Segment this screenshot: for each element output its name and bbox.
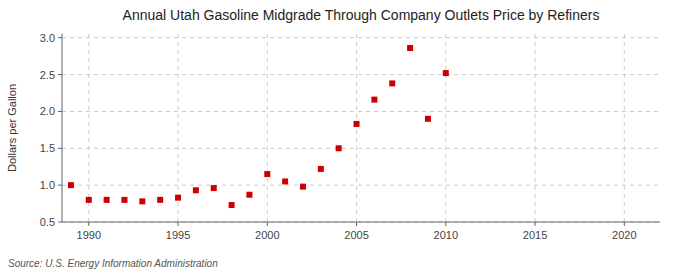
point — [193, 187, 199, 193]
x-tick — [88, 222, 89, 226]
x-tick-label: 2010 — [434, 229, 458, 241]
point — [318, 166, 324, 172]
x-tick-label: 2000 — [255, 229, 279, 241]
point — [121, 197, 127, 203]
chart-container: Annual Utah Gasoline Midgrade Through Co… — [0, 0, 675, 275]
x-grid-line — [624, 34, 625, 222]
point — [425, 116, 431, 122]
y-axis-label: Dollars per Gallon — [6, 84, 18, 172]
y-grid-line — [62, 111, 660, 112]
point — [443, 70, 449, 76]
y-tick — [58, 111, 62, 112]
point — [407, 45, 413, 51]
x-grid-line — [535, 34, 536, 222]
x-grid-line — [267, 34, 268, 222]
y-grid-line — [62, 74, 660, 75]
x-tick-label: 1990 — [77, 229, 101, 241]
x-tick — [535, 222, 536, 226]
y-tick — [58, 37, 62, 38]
y-tick — [58, 222, 62, 223]
x-axis-line — [62, 222, 660, 223]
source-annotation: Source: U.S. Energy Information Administ… — [8, 258, 218, 269]
y-grid-line — [62, 222, 660, 223]
y-grid-line — [62, 148, 660, 149]
point — [139, 198, 145, 204]
point — [68, 182, 74, 188]
x-tick — [178, 222, 179, 226]
point — [86, 197, 92, 203]
point — [175, 195, 181, 201]
x-tick-label: 1995 — [166, 229, 190, 241]
point — [371, 97, 377, 103]
point — [336, 145, 342, 151]
y-grid-line — [62, 185, 660, 186]
point — [104, 197, 110, 203]
axes: 0.5 1.0 1.5 2.0 2.5 3.0 1990 1995 2000 2005 2010 20… — [40, 32, 660, 241]
point — [282, 178, 288, 184]
x-tick-label: 2005 — [344, 229, 368, 241]
x-tick — [267, 222, 268, 226]
y-tick — [58, 185, 62, 186]
y-tick-label: 3.0 — [40, 32, 55, 44]
y-axis-line — [62, 34, 63, 222]
x-tick — [356, 222, 357, 226]
point — [389, 80, 395, 86]
grid — [62, 34, 660, 222]
x-tick-label: 2015 — [523, 229, 547, 241]
x-grid-line — [88, 34, 89, 222]
y-tick — [58, 148, 62, 149]
x-grid-line — [356, 34, 357, 222]
point — [229, 202, 235, 208]
point — [264, 171, 270, 177]
y-tick-label: 0.5 — [40, 216, 55, 228]
y-tick-label: 2.5 — [40, 69, 55, 81]
title: Annual Utah Gasoline Midgrade Through Co… — [123, 7, 600, 23]
x-tick — [624, 222, 625, 226]
y-tick-label: 2.0 — [40, 105, 55, 117]
y-tick-label: 1.5 — [40, 142, 55, 154]
point — [211, 185, 217, 191]
x-grid-line — [445, 34, 446, 222]
y-tick — [58, 74, 62, 75]
point — [157, 197, 163, 203]
point — [300, 184, 306, 190]
y-tick-label: 1.0 — [40, 179, 55, 191]
points — [68, 45, 449, 208]
y-grid-line — [62, 37, 660, 38]
x-grid-line — [178, 34, 179, 222]
point — [246, 192, 252, 198]
x-tick-label: 2020 — [612, 229, 636, 241]
point — [354, 121, 360, 127]
chart-svg: Annual Utah Gasoline Midgrade Through Co… — [0, 0, 675, 275]
x-tick — [445, 222, 446, 226]
